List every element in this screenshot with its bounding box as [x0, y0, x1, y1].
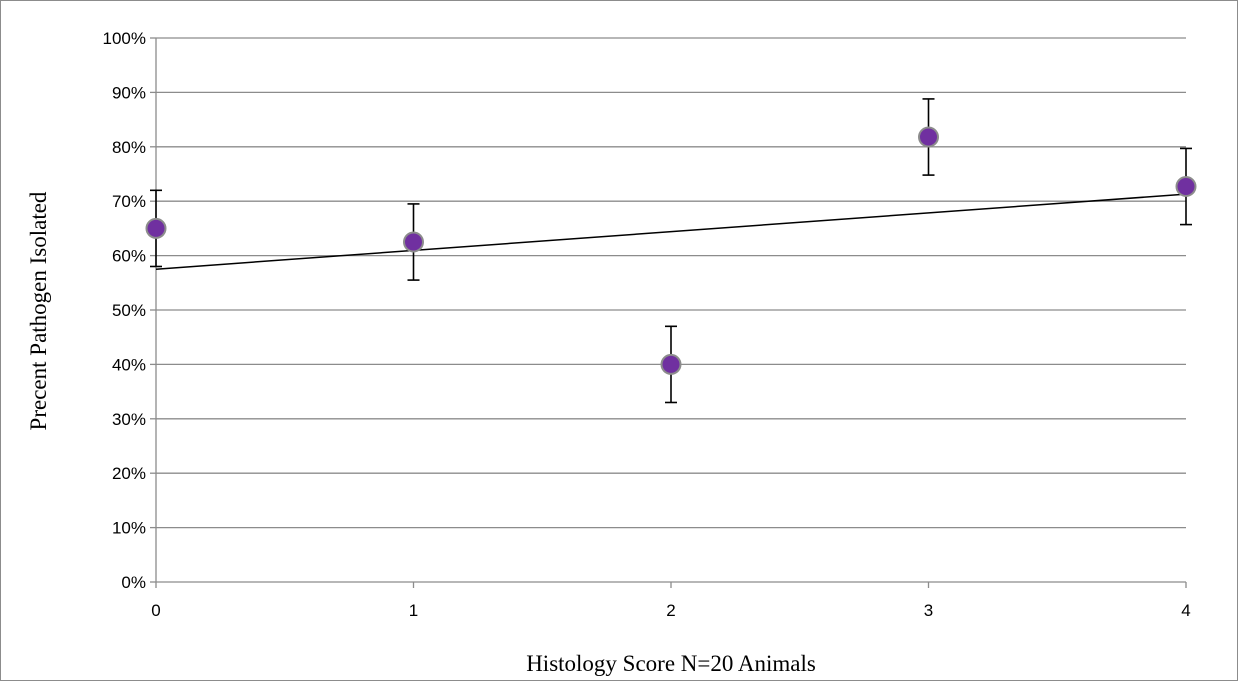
x-tick-label: 1: [409, 601, 418, 620]
y-tick-label: 20%: [112, 464, 146, 483]
y-tick-label: 90%: [112, 83, 146, 102]
y-tick-label: 70%: [112, 192, 146, 211]
y-tick-label: 60%: [112, 247, 146, 266]
y-axis-title: Precent Pathogen Isolated: [26, 191, 51, 430]
y-tick-label: 80%: [112, 138, 146, 157]
data-points: [145, 126, 1197, 375]
x-tick-label: 2: [666, 601, 675, 620]
trendline-group: [155, 193, 1187, 270]
y-tick-label: 10%: [112, 519, 146, 538]
data-point: [145, 217, 167, 239]
data-point: [660, 353, 682, 375]
x-axis-ticks: 0 1 2 3 4: [151, 582, 1191, 620]
data-point: [1175, 176, 1197, 198]
y-axis-ticks: 0% 10% 20% 30% 40% 50% 60% 70% 80% 90% 100%: [103, 29, 156, 592]
x-axis-title: Histology Score N=20 Animals: [526, 651, 816, 676]
y-tick-label: 100%: [103, 29, 146, 48]
x-tick-label: 0: [151, 601, 160, 620]
x-tick-label: 4: [1181, 601, 1190, 620]
trendline: [155, 193, 1187, 270]
gridlines: [156, 37, 1186, 529]
y-tick-label: 50%: [112, 301, 146, 320]
y-tick-label: 0%: [121, 573, 146, 592]
y-tick-label: 40%: [112, 355, 146, 374]
error-bars: [150, 98, 1192, 404]
data-point: [403, 231, 424, 253]
y-tick-label: 30%: [112, 410, 146, 429]
data-point: [918, 126, 939, 148]
x-tick-label: 3: [924, 601, 933, 620]
